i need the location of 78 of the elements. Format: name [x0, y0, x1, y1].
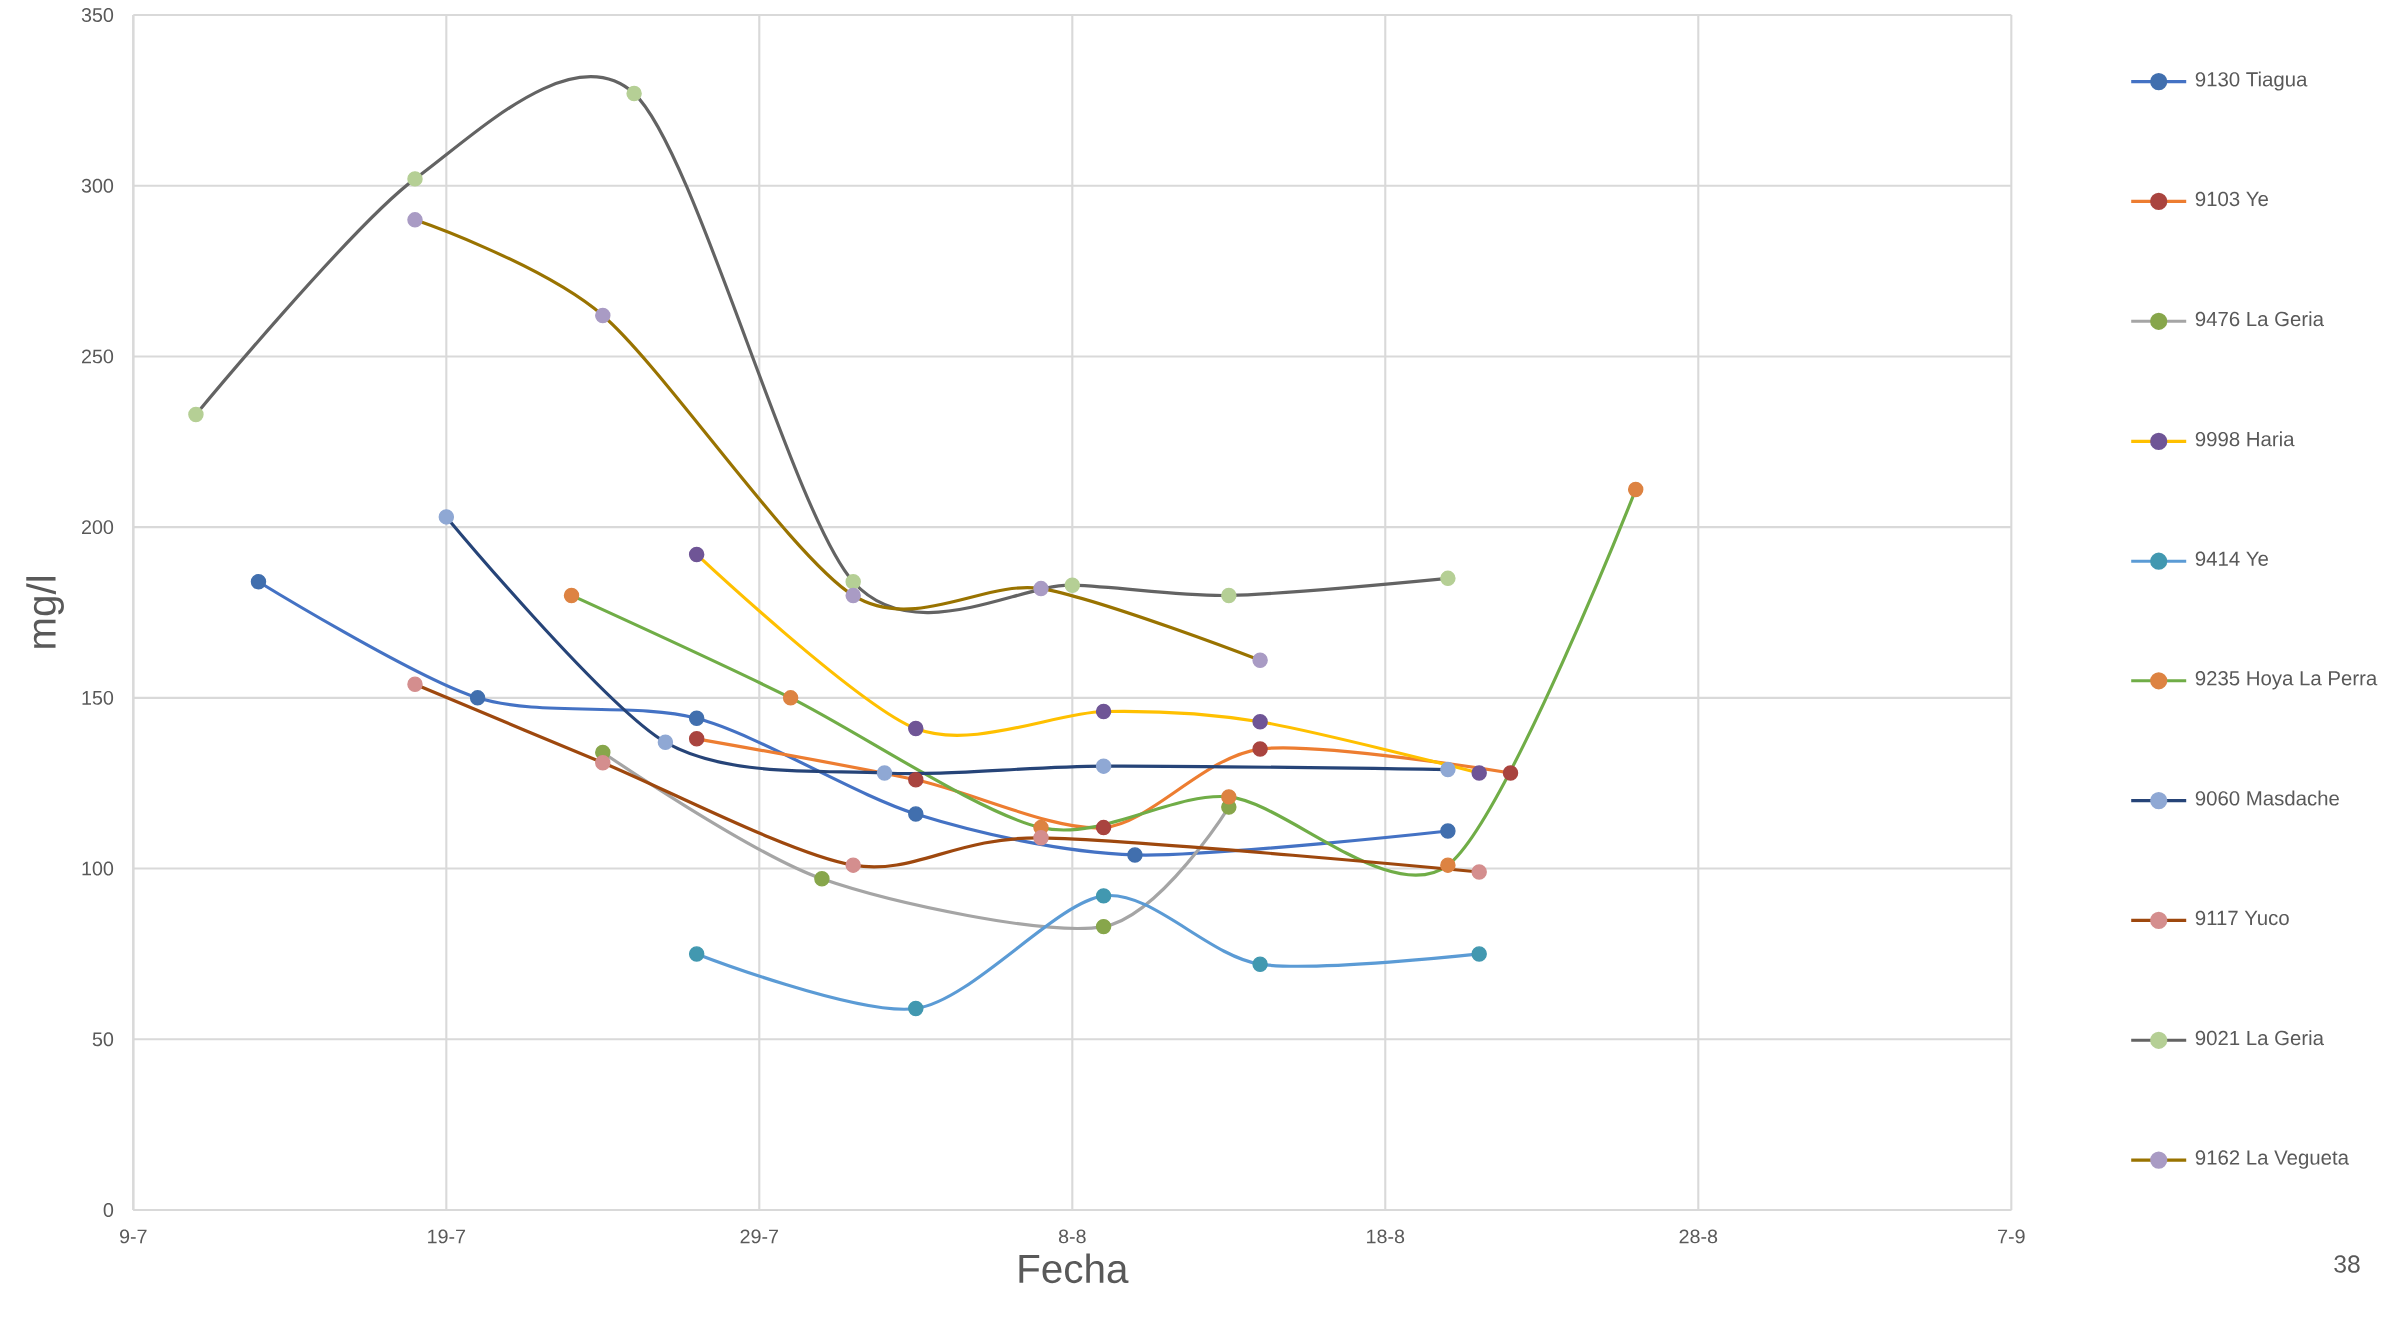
point [407, 676, 423, 692]
point [1471, 864, 1487, 880]
point [1095, 918, 1112, 935]
legend-label: 9060 Masdache [2195, 790, 2339, 806]
point [626, 85, 642, 102]
point [188, 406, 204, 423]
x-tick-label: 9-7 [120, 1229, 147, 1244]
legend-label: 9103 Ye [2195, 191, 2268, 207]
legend-label: 9235 Hoya La Perra [2195, 671, 2378, 690]
point [782, 690, 799, 706]
x-axis-title: Fecha [1019, 1253, 1129, 1284]
point [1440, 823, 1456, 839]
y-tick-label: 0 [103, 1203, 114, 1217]
point [1095, 758, 1112, 774]
x-tick-label: 7-9 [1998, 1229, 2025, 1244]
point [1440, 761, 1456, 778]
y-axis-title: mg/l [26, 577, 64, 648]
point [1095, 819, 1112, 836]
point [908, 720, 924, 737]
point [845, 857, 861, 873]
legend-label: 9021 La Geria [2195, 1030, 2324, 1046]
point [814, 871, 830, 887]
legend-label: 9476 La Geria [2195, 311, 2324, 327]
x-tick-label: 29-7 [740, 1229, 779, 1244]
point [1627, 481, 1644, 498]
point [595, 754, 611, 771]
point [845, 574, 861, 590]
point [469, 690, 486, 706]
point [250, 574, 267, 590]
legend-label: 9117 Yuco [2195, 910, 2289, 926]
legend-label: 9162 La Vegueta [2195, 1150, 2349, 1169]
point [1095, 703, 1112, 720]
legend-label: 9130 Tiagua [2195, 71, 2308, 91]
y-tick-label: 350 [81, 8, 114, 22]
point [1252, 714, 1268, 730]
point [1033, 580, 1049, 597]
point [1471, 765, 1487, 781]
point [1471, 946, 1487, 962]
point [1095, 888, 1112, 904]
text: 38 [2334, 1255, 2360, 1273]
point [657, 734, 674, 750]
point [688, 731, 705, 747]
point [688, 546, 705, 563]
point [1252, 956, 1268, 972]
point [438, 509, 455, 525]
point [1502, 765, 1519, 781]
point [688, 710, 705, 727]
point [1252, 741, 1268, 757]
point [688, 946, 705, 962]
point [845, 587, 861, 604]
point [1221, 789, 1237, 805]
x-tick-label: 18-8 [1367, 1229, 1405, 1244]
point [1064, 577, 1081, 593]
legend-label: 9414 Ye [2195, 551, 2268, 566]
x-tick-label: 8-8 [1058, 1229, 1086, 1244]
point [563, 587, 580, 604]
y-tick-label: 100 [82, 861, 114, 876]
point [407, 171, 423, 187]
point [1252, 652, 1268, 669]
point [908, 806, 924, 822]
x-tick-label: 28-8 [1679, 1229, 1718, 1244]
point [1221, 587, 1237, 604]
y-tick-label: 300 [81, 178, 114, 193]
point [1440, 570, 1456, 587]
point [1033, 830, 1049, 846]
point [1440, 857, 1456, 873]
y-tick-label: 150 [82, 690, 114, 705]
point [407, 212, 423, 228]
point [876, 765, 893, 781]
y-tick-label: 250 [82, 349, 114, 364]
point [595, 307, 611, 324]
y-tick-label: 50 [92, 1032, 114, 1047]
legend-label: 9998 Haria [2195, 431, 2295, 447]
point [908, 772, 924, 788]
y-tick-label: 200 [82, 520, 114, 535]
point [1127, 847, 1143, 863]
x-tick-label: 19-7 [428, 1229, 466, 1244]
point [908, 1000, 924, 1017]
